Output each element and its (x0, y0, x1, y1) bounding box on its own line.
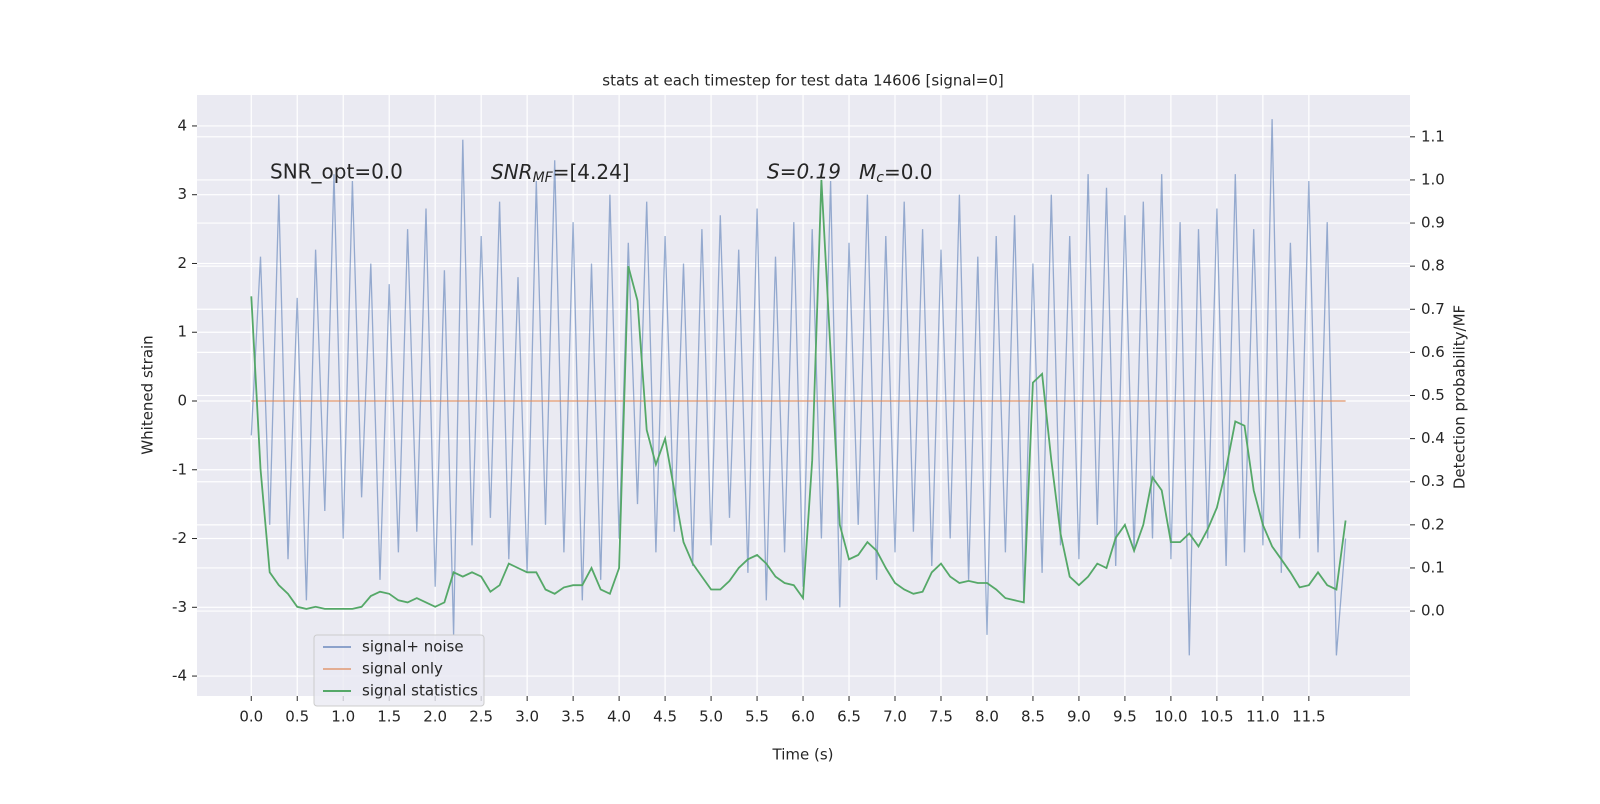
annotation-rest: =[4.24] (553, 160, 630, 184)
x-tick-label: 5.0 (699, 708, 723, 726)
x-tick-label: 1.0 (331, 708, 355, 726)
annotation-sub: MF (533, 170, 554, 186)
y2-tick-label: 0.2 (1421, 515, 1445, 533)
x-tick-label: 6.0 (791, 708, 815, 726)
y2-tick-label: 1.0 (1421, 170, 1445, 188)
y2-tick-label: 0.6 (1421, 343, 1445, 361)
y-tick-label: -2 (172, 529, 187, 547)
y2-tick-label: 0.3 (1421, 472, 1445, 490)
x-tick-label: 0.0 (239, 708, 263, 726)
y2-tick-label: 0.1 (1421, 558, 1445, 576)
annotation: Mc=0.0 (859, 160, 933, 187)
x-tick-label: 2.0 (423, 708, 447, 726)
y2-tick-label: 0.8 (1421, 257, 1445, 275)
x-axis-label: Time (s) (772, 746, 834, 764)
legend-label: signal statistics (362, 682, 478, 700)
legend-box (313, 634, 485, 707)
y2-axis-label: Detection probability/MF (1451, 305, 1469, 489)
x-tick-label: 4.0 (607, 708, 631, 726)
x-tick-label: 10.0 (1154, 708, 1187, 726)
x-tick-label: 10.5 (1200, 708, 1233, 726)
x-tick-label: 11.0 (1246, 708, 1279, 726)
y-tick-label: -3 (172, 598, 187, 616)
series-line (250, 119, 1347, 656)
x-tick-label: 1.5 (377, 708, 401, 726)
series-line (250, 179, 1347, 610)
y2-tick-label: 1.1 (1421, 127, 1445, 145)
x-tick-label: 6.5 (837, 708, 861, 726)
y-tick-label: 1 (177, 323, 187, 341)
x-tick-label: 11.5 (1292, 708, 1325, 726)
annotation: S=0.19 (767, 160, 841, 184)
y-tick-label: -1 (172, 460, 187, 478)
y2-tick-label: 0.7 (1421, 300, 1445, 318)
x-tick-label: 7.5 (929, 708, 953, 726)
legend-label: signal only (362, 660, 443, 678)
x-tick-label: 9.0 (1067, 708, 1091, 726)
y-tick-label: 0 (177, 392, 187, 410)
annotation: SNRMF=[4.24] (491, 160, 630, 187)
x-tick-label: 0.5 (285, 708, 309, 726)
y2-tick-label: 0.9 (1421, 214, 1445, 232)
x-tick-label: 4.5 (653, 708, 677, 726)
y-tick-label: -4 (172, 667, 187, 685)
x-tick-label: 2.5 (469, 708, 493, 726)
x-tick-label: 7.0 (883, 708, 907, 726)
x-tick-label: 3.5 (561, 708, 585, 726)
annotation: SNR_opt=0.0 (270, 160, 403, 184)
annotation-base: M (859, 160, 876, 184)
annotation-sub: c (876, 170, 884, 186)
y-tick-label: 4 (177, 116, 187, 134)
x-tick-label: 8.5 (1021, 708, 1045, 726)
y-tick-label: 2 (177, 254, 187, 272)
legend-label: signal+ noise (362, 638, 464, 656)
annotation-rest: =0.0 (884, 160, 933, 184)
annotation-base: SNR (491, 160, 533, 184)
x-tick-label: 3.0 (515, 708, 539, 726)
y-axis-label: Whitened strain (139, 335, 157, 454)
y2-tick-label: 0.0 (1421, 602, 1445, 620)
chart-title: stats at each timestep for test data 146… (602, 72, 1003, 90)
y2-tick-label: 0.4 (1421, 429, 1445, 447)
x-tick-label: 8.0 (975, 708, 999, 726)
y-tick-label: 3 (177, 185, 187, 203)
x-tick-label: 5.5 (745, 708, 769, 726)
y2-tick-label: 0.5 (1421, 386, 1445, 404)
x-tick-label: 9.5 (1113, 708, 1137, 726)
